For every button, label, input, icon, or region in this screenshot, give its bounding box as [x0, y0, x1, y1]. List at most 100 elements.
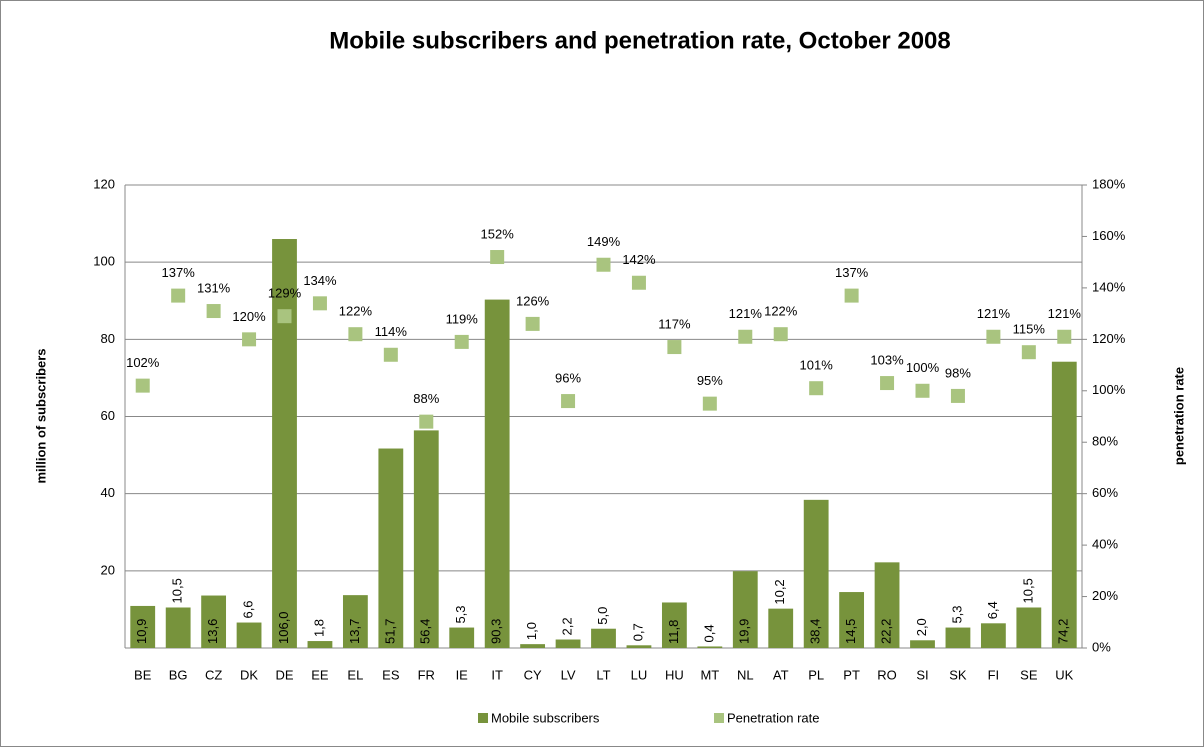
bar-value-label: 13,7 — [347, 619, 362, 644]
y2-tick-label: 100% — [1092, 382, 1126, 397]
point-value-label: 119% — [446, 311, 479, 326]
bar-value-label: 106,0 — [276, 611, 291, 644]
bar-value-label: 22,2 — [878, 619, 893, 644]
bar-value-label: 19,9 — [737, 619, 752, 644]
bar-value-label: 56,4 — [418, 619, 433, 644]
x-tick-label: PT — [843, 667, 860, 682]
point-value-label: 149% — [587, 234, 621, 249]
y2-tick-label: 40% — [1092, 537, 1118, 552]
point — [312, 296, 327, 311]
x-tick-label: LU — [631, 667, 648, 682]
x-tick-label: MT — [700, 667, 719, 682]
y2-tick-label: 20% — [1092, 588, 1118, 603]
point-value-label: 121% — [1048, 306, 1082, 321]
bar-value-label: 10,9 — [134, 619, 149, 644]
point — [702, 396, 717, 411]
x-tick-label: HU — [665, 667, 684, 682]
y-tick-label: 120 — [93, 176, 115, 191]
point — [880, 376, 895, 391]
point-value-label: 95% — [697, 373, 723, 388]
x-tick-label: CY — [524, 667, 542, 682]
bar — [803, 499, 829, 648]
point-value-label: 142% — [622, 252, 656, 267]
point-value-label: 126% — [516, 293, 550, 308]
point-value-label: 103% — [870, 352, 904, 367]
point — [242, 332, 257, 347]
bar — [130, 605, 156, 648]
point-value-label: 115% — [1013, 322, 1046, 337]
bar-value-label: 14,5 — [843, 619, 858, 644]
point — [950, 388, 965, 403]
bar-value-label: 74,2 — [1056, 619, 1071, 644]
bar-value-label: 90,3 — [489, 619, 504, 644]
point — [419, 414, 434, 429]
bar — [874, 562, 900, 648]
point-value-label: 122% — [764, 304, 798, 319]
point-value-label: 120% — [232, 309, 266, 324]
x-tick-label: FI — [988, 667, 1000, 682]
bar-value-label: 5,0 — [595, 607, 610, 625]
x-tick-label: UK — [1055, 667, 1073, 682]
point — [844, 288, 859, 303]
bar — [201, 595, 227, 648]
point-value-label: 102% — [126, 355, 160, 370]
point-value-label: 131% — [197, 280, 231, 295]
bar — [307, 641, 333, 648]
point-value-label: 152% — [481, 226, 515, 241]
bar — [661, 602, 687, 648]
legend-label: Penetration rate — [727, 710, 820, 725]
x-tick-label: NL — [737, 667, 754, 682]
bar-value-label: 6,6 — [240, 600, 255, 618]
bar-value-label: 38,4 — [808, 619, 823, 644]
y-tick-label: 100 — [93, 254, 115, 269]
y2-tick-label: 160% — [1092, 228, 1126, 243]
point-value-label: 100% — [906, 360, 940, 375]
bar-value-label: 1,8 — [311, 619, 326, 637]
x-tick-label: SI — [916, 667, 928, 682]
point-value-label: 114% — [375, 324, 408, 339]
point — [1057, 329, 1072, 344]
bar-value-label: 13,6 — [205, 619, 220, 644]
bar-value-label: 10,5 — [1020, 578, 1035, 603]
y2-tick-label: 180% — [1092, 176, 1126, 191]
legend-swatch — [714, 713, 724, 723]
y2-tick-label: 60% — [1092, 485, 1118, 500]
x-tick-label: EL — [347, 667, 363, 682]
point-value-label: 137% — [835, 265, 869, 280]
x-tick-label: AT — [773, 667, 789, 682]
point — [809, 381, 824, 396]
point — [206, 304, 221, 319]
bar — [1016, 607, 1042, 648]
point — [561, 394, 576, 409]
bar — [342, 595, 368, 648]
point-value-label: 134% — [303, 273, 337, 288]
x-tick-label: BG — [169, 667, 188, 682]
point — [986, 329, 1001, 344]
legend-swatch — [478, 713, 488, 723]
bar — [555, 639, 581, 648]
y2-tick-label: 0% — [1092, 639, 1111, 654]
bar — [272, 239, 297, 648]
bar-value-label: 2,0 — [914, 618, 929, 636]
x-tick-label: DK — [240, 667, 258, 682]
bar — [591, 628, 616, 648]
bar — [839, 592, 865, 648]
y-tick-label: 60 — [101, 408, 115, 423]
x-tick-label: PL — [808, 667, 824, 682]
x-tick-label: LT — [596, 667, 610, 682]
point — [171, 288, 186, 303]
bar — [236, 622, 262, 648]
x-tick-label: SK — [949, 667, 967, 682]
bar — [1051, 361, 1077, 648]
point — [383, 347, 398, 362]
y-tick-label: 20 — [101, 562, 115, 577]
point-value-label: 101% — [800, 358, 834, 373]
x-tick-label: FR — [418, 667, 435, 682]
bar-value-label: 6,4 — [985, 601, 1000, 619]
y2-tick-label: 140% — [1092, 279, 1126, 294]
point — [277, 309, 292, 324]
point — [135, 378, 150, 393]
point-value-label: 129% — [268, 286, 302, 301]
